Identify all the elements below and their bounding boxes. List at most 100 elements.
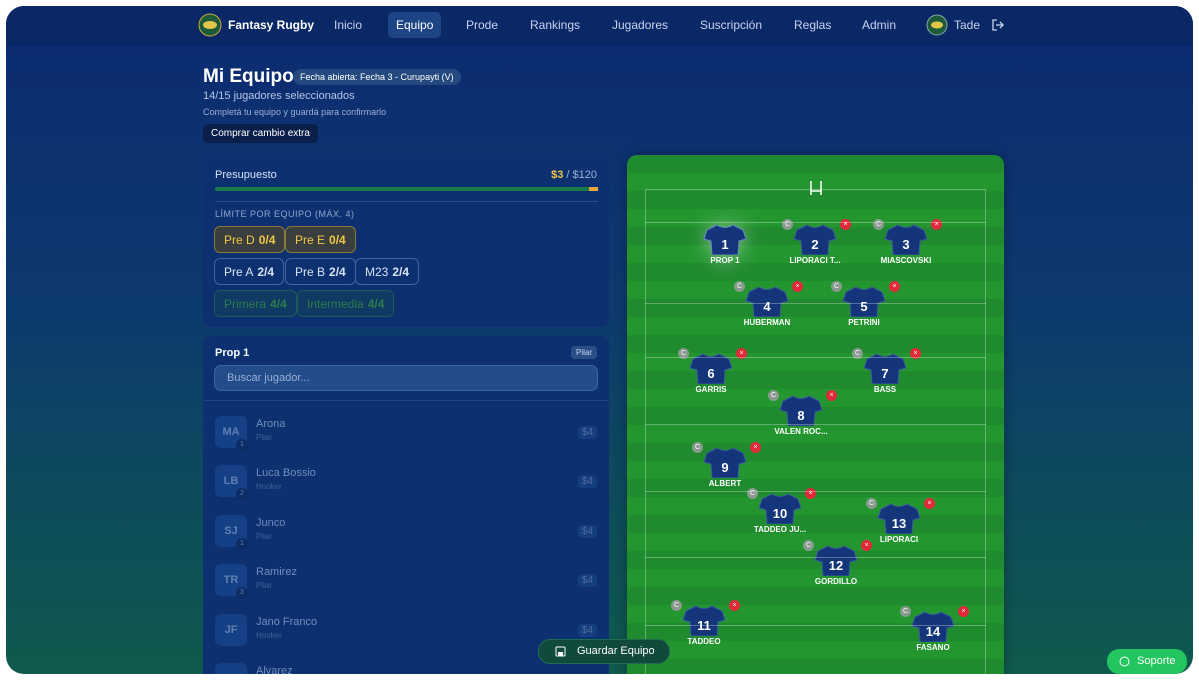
- player-name: TADDEO JU...: [753, 525, 807, 534]
- player-row[interactable]: SJ 1 Junco Pilar $4: [203, 509, 609, 558]
- remove-button[interactable]: ×: [910, 348, 921, 359]
- player-name: HUBERMAN: [743, 318, 791, 327]
- field-player[interactable]: 9 ALBERT C ×: [680, 442, 770, 490]
- field-player[interactable]: 12 GORDILLO C ×: [791, 540, 881, 588]
- captain-button[interactable]: C: [873, 219, 884, 230]
- field-line: [645, 557, 986, 558]
- captain-button[interactable]: C: [866, 498, 877, 509]
- team-limit-chip: Pre D 0/4: [214, 226, 286, 253]
- field-line: [645, 357, 986, 358]
- player-name: Luca Bossio: [256, 467, 316, 480]
- divider: [215, 201, 598, 202]
- team-limit-chip: Pre E 0/4: [285, 226, 356, 253]
- remove-button[interactable]: ×: [889, 281, 900, 292]
- budget-panel: Presupuesto $3 / $120 LÍMITE POR EQUIPO …: [203, 155, 609, 327]
- captain-button[interactable]: C: [678, 348, 689, 359]
- captain-button[interactable]: C: [831, 281, 842, 292]
- support-button[interactable]: Soporte: [1107, 649, 1187, 674]
- field-player[interactable]: 5 PETRINI C ×: [819, 281, 909, 329]
- captain-button[interactable]: C: [900, 606, 911, 617]
- team-count: 2/4: [329, 265, 346, 279]
- remove-button[interactable]: ×: [861, 540, 872, 551]
- search-input[interactable]: Buscar jugador...: [214, 365, 598, 391]
- captain-button[interactable]: C: [734, 281, 745, 292]
- nav-item[interactable]: Inicio: [334, 18, 363, 32]
- captain-button[interactable]: C: [671, 600, 682, 611]
- nav-item[interactable]: Equipo: [388, 12, 442, 38]
- team-limit-chip: Pre B 2/4: [285, 258, 356, 285]
- captain-button[interactable]: C: [782, 219, 793, 230]
- jersey: [793, 224, 837, 255]
- field-player[interactable]: 13 LIPORACI C ×: [854, 498, 944, 546]
- rugby-field: 1 PROP 1 2 LIPORACI T... C × 3 MIASCOVSKI C × 4 HUB…: [627, 155, 1004, 674]
- jersey-number: 3: [902, 237, 910, 252]
- player-row[interactable]: MA 1 Arona Pilar $4: [203, 410, 609, 459]
- player-name: GORDILLO: [814, 577, 858, 586]
- jersey: [682, 605, 726, 636]
- captain-button[interactable]: C: [768, 390, 779, 401]
- field-player[interactable]: 1 PROP 1: [680, 223, 770, 267]
- jersey: [884, 224, 928, 255]
- team-count: 2/4: [257, 265, 275, 279]
- player-row[interactable]: Alvarez: [203, 657, 609, 674]
- remove-button[interactable]: ×: [924, 498, 935, 509]
- save-label: Guardar Equipo: [577, 645, 655, 657]
- captain-button[interactable]: C: [747, 488, 758, 499]
- field-player[interactable]: 4 HUBERMAN C ×: [722, 281, 812, 329]
- nav-item[interactable]: Prode: [466, 18, 499, 32]
- remove-button[interactable]: ×: [958, 606, 969, 617]
- player-row[interactable]: TR 3 Ramirez Pilar $4: [203, 558, 609, 607]
- remove-button[interactable]: ×: [750, 442, 761, 453]
- field-player[interactable]: 3 MIASCOVSKI C ×: [861, 219, 951, 267]
- field-player[interactable]: 6 GARRIS C ×: [666, 348, 756, 396]
- nav-item[interactable]: Admin: [862, 18, 897, 32]
- remove-button[interactable]: ×: [805, 488, 816, 499]
- player-name: PROP 1: [710, 256, 740, 265]
- player-position: Hooker: [256, 482, 282, 492]
- avatar[interactable]: [926, 14, 948, 36]
- team-count: 4/4: [367, 297, 385, 311]
- remove-button[interactable]: ×: [792, 281, 803, 292]
- captain-button[interactable]: C: [803, 540, 814, 551]
- save-button[interactable]: Guardar Equipo: [538, 639, 670, 664]
- player-position: Pilar: [256, 531, 273, 541]
- player-selector: Prop 1 Pilar Buscar jugador... MA 1 Arona P…: [203, 336, 609, 674]
- field-line: [645, 222, 986, 223]
- field-player[interactable]: 2 LIPORACI T... C ×: [770, 219, 860, 267]
- jersey: [842, 286, 886, 317]
- player-row[interactable]: JF Jano Franco Hooker $4: [203, 608, 609, 657]
- budget-bar-remaining: [589, 187, 598, 191]
- field-player[interactable]: 10 TADDEO JU... C ×: [735, 488, 825, 536]
- field-player[interactable]: 8 VALEN ROC... C ×: [756, 390, 846, 438]
- remove-button[interactable]: ×: [729, 600, 740, 611]
- captain-button[interactable]: C: [692, 442, 703, 453]
- jersey: [703, 224, 747, 255]
- jersey: [689, 353, 733, 384]
- remove-button[interactable]: ×: [931, 219, 942, 230]
- team-count: 0/4: [258, 233, 276, 247]
- logout-icon[interactable]: [991, 18, 1005, 32]
- extra-change-button[interactable]: Comprar cambio extra: [203, 124, 318, 143]
- remove-button[interactable]: ×: [736, 348, 747, 359]
- jersey: [703, 447, 747, 478]
- user-name[interactable]: Tade: [954, 18, 981, 32]
- captain-button[interactable]: C: [852, 348, 863, 359]
- team-limit-chip: Pre A 2/4: [214, 258, 285, 285]
- budget-amount: $3 / $120: [551, 169, 597, 181]
- nav-item[interactable]: Reglas: [794, 18, 832, 32]
- logo: [198, 13, 222, 37]
- player-row[interactable]: LB 2 Luca Bossio Hooker $4: [203, 459, 609, 508]
- nav-item[interactable]: Rankings: [530, 18, 581, 32]
- field-player[interactable]: 7 BASS C ×: [840, 348, 930, 396]
- nav-item[interactable]: Jugadores: [612, 18, 669, 32]
- remove-button[interactable]: ×: [826, 390, 837, 401]
- player-price: $4: [577, 475, 597, 489]
- field-player[interactable]: 11 TADDEO C ×: [659, 600, 749, 648]
- jersey: [779, 395, 823, 426]
- page-title: Mi Equipo: [203, 66, 294, 87]
- nav-item[interactable]: Suscripción: [700, 18, 763, 32]
- remove-button[interactable]: ×: [840, 219, 851, 230]
- field-player[interactable]: 14 FASANO C ×: [888, 606, 978, 654]
- player-number: 1: [236, 439, 248, 451]
- team-name: M23: [365, 265, 389, 279]
